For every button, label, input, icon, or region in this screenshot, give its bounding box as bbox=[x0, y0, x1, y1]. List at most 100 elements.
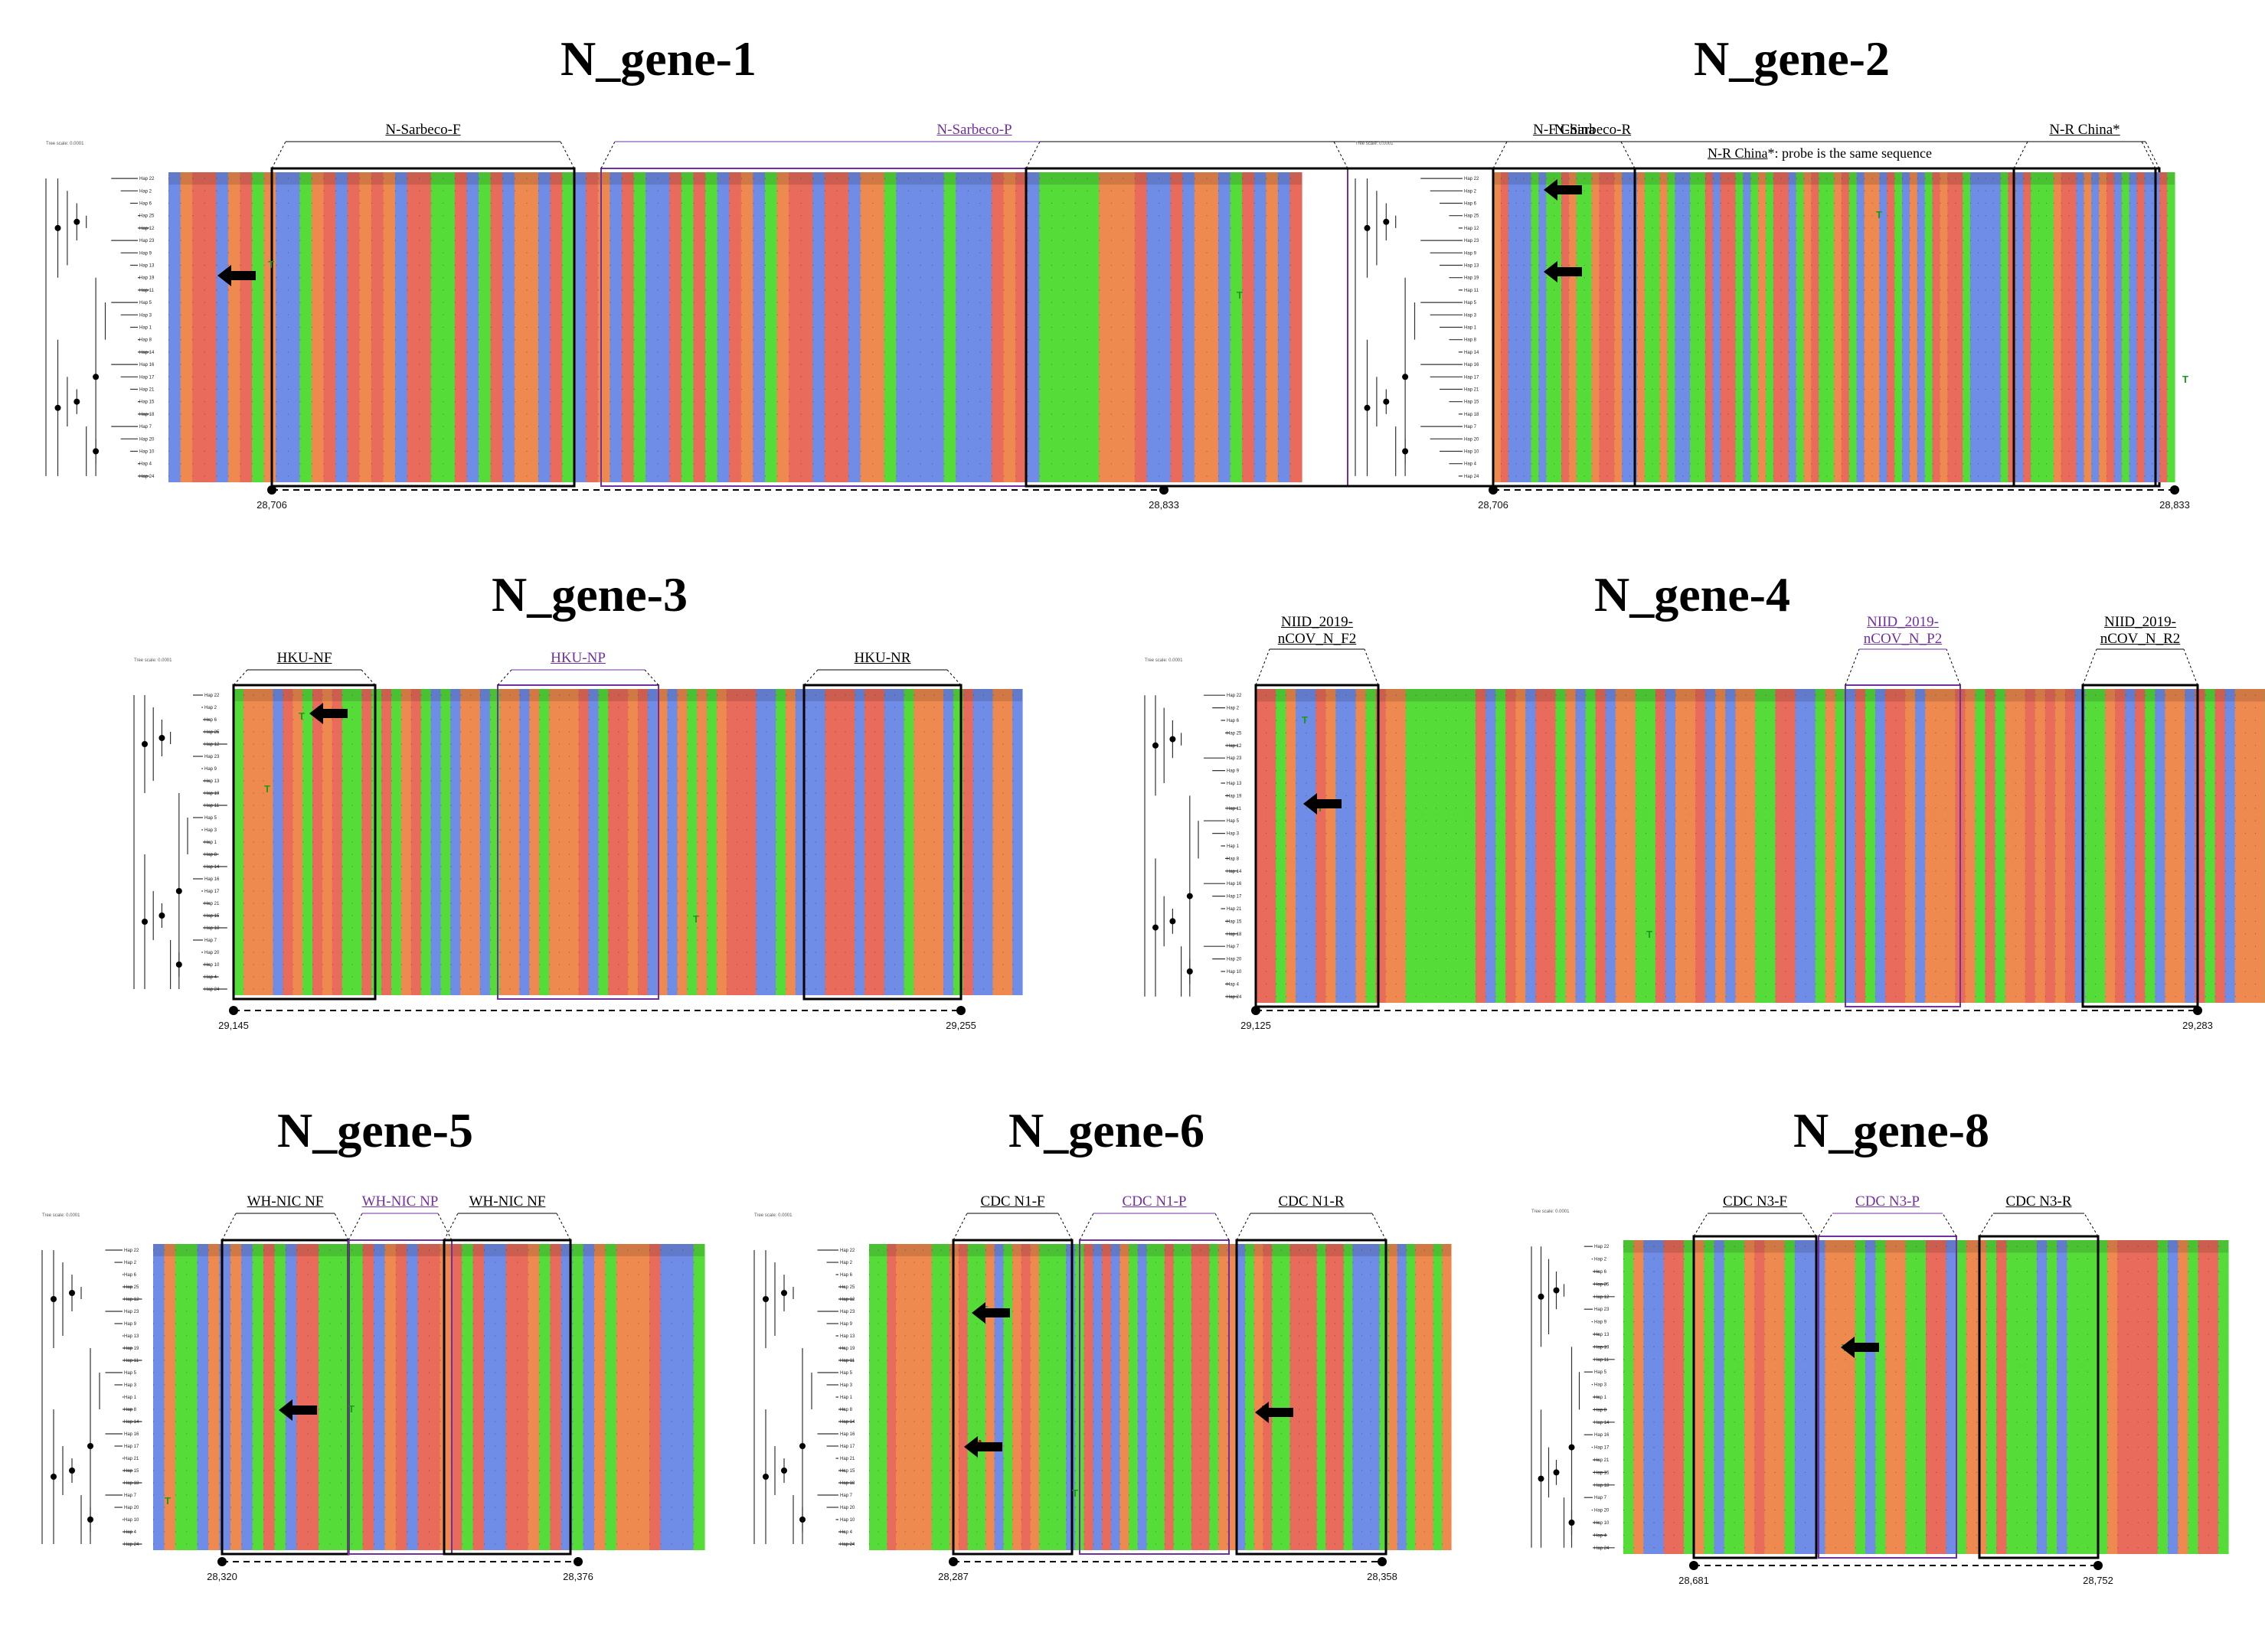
alignment-column bbox=[1845, 1240, 1856, 1554]
alignment-column bbox=[1785, 689, 1796, 1003]
haplotype-label: Hap 6 bbox=[1464, 202, 1477, 207]
alignment-column bbox=[252, 172, 265, 482]
start-marker bbox=[217, 1557, 227, 1566]
alignment-column bbox=[470, 689, 481, 995]
alignment-column bbox=[1575, 689, 1587, 1003]
alignment-column bbox=[1885, 1240, 1897, 1554]
alignment-graphic: Hap 22 Hap 2 Hap 6 Hap 25 Hap 12 Hap 23 Hap 9 H… bbox=[1144, 648, 2265, 1015]
haplotype-label: Hap 25 bbox=[204, 730, 220, 735]
phylogenetic-tree bbox=[1144, 694, 1238, 997]
haplotype-label: Hap 2 bbox=[1464, 189, 1477, 194]
haplotype-label: Hap 8 bbox=[204, 853, 217, 857]
haplotype-label: Hap 18 bbox=[1594, 1484, 1610, 1488]
alignment-column bbox=[1924, 172, 1933, 482]
haplotype-label: Hap 5 bbox=[204, 816, 217, 821]
alignment-column bbox=[896, 1244, 906, 1550]
alignment-column bbox=[466, 172, 479, 482]
haplotype-label: Hap 4 bbox=[1464, 462, 1477, 467]
alignment-column bbox=[502, 172, 515, 482]
alignment-column bbox=[598, 689, 609, 995]
alignment-column bbox=[1635, 689, 1646, 1003]
alignment-column bbox=[583, 1244, 595, 1550]
alignment-column bbox=[1433, 1244, 1443, 1550]
start-marker bbox=[1489, 485, 1498, 495]
alignment-column bbox=[1493, 172, 1502, 482]
alignment-column bbox=[186, 1244, 198, 1550]
panel-n-gene-8: N_gene-8 Tree scale: 0.0001 Hap 22 Hap 2 Hap… bbox=[1524, 1087, 2259, 1638]
alignment-column bbox=[420, 689, 432, 995]
alignment-column bbox=[1230, 172, 1243, 482]
bootstrap-node bbox=[1169, 736, 1176, 743]
alignment-column bbox=[1623, 1240, 1634, 1554]
haplotype-label: Hap 10 bbox=[1594, 1521, 1610, 1526]
alignment-column bbox=[361, 689, 372, 995]
haplotype-label: Hap 16 bbox=[1227, 882, 1242, 886]
panel-n-gene-2: N_gene-2 Tree scale: 0.0001 Hap 22 Hap 2 Hap… bbox=[1340, 15, 2244, 511]
haplotype-label: Hap 23 bbox=[1594, 1308, 1610, 1312]
bootstrap-node bbox=[87, 1517, 93, 1523]
alignment-column bbox=[789, 172, 802, 482]
alignment-column bbox=[2087, 1240, 2098, 1554]
haplotype-label: Hap 23 bbox=[1227, 756, 1242, 761]
alignment-column bbox=[400, 689, 412, 995]
haplotype-label: Hap 15 bbox=[1594, 1471, 1610, 1475]
bootstrap-node bbox=[1383, 398, 1390, 405]
alignment-column bbox=[342, 689, 353, 995]
start-coordinate: 28,287 bbox=[938, 1571, 969, 1582]
alignment-column bbox=[1694, 1240, 1704, 1554]
alignment-column bbox=[2117, 1240, 2128, 1554]
alignment-column bbox=[216, 172, 229, 482]
alignment-column bbox=[1764, 1240, 1776, 1554]
haplotype-label: Hap 18 bbox=[1227, 932, 1242, 937]
alignment-column bbox=[450, 1244, 462, 1550]
alignment-column bbox=[287, 172, 300, 482]
alignment-column bbox=[1698, 172, 1706, 482]
alignment-column bbox=[1218, 1244, 1228, 1550]
haplotype-label: Hap 18 bbox=[139, 413, 155, 417]
mutation-marker: T bbox=[1876, 209, 1882, 220]
alignment-column bbox=[1277, 172, 1291, 482]
alignment-column bbox=[1932, 172, 1941, 482]
alignment-column bbox=[2015, 689, 2026, 1003]
alignment-columns bbox=[153, 1244, 705, 1550]
alignment-column bbox=[1985, 689, 1996, 1003]
alignment-column bbox=[517, 1244, 529, 1550]
bootstrap-node bbox=[54, 224, 61, 231]
alignment-column bbox=[884, 689, 895, 995]
alignment-column bbox=[1755, 689, 1767, 1003]
alignment-column bbox=[2234, 689, 2246, 1003]
alignment-column bbox=[766, 689, 776, 995]
consensus-row bbox=[234, 689, 1022, 701]
alignment-column bbox=[874, 689, 885, 995]
alignment-column bbox=[1874, 689, 1886, 1003]
alignment-column bbox=[204, 172, 217, 482]
alignment-column bbox=[597, 172, 611, 482]
alignment-column bbox=[2005, 689, 2016, 1003]
alignment-column bbox=[1063, 172, 1076, 482]
alignment-column bbox=[1123, 172, 1136, 482]
haplotype-label: Hap 11 bbox=[1227, 807, 1242, 811]
haplotype-label: Hap 13 bbox=[1594, 1333, 1610, 1337]
alignment-column bbox=[1735, 172, 1744, 482]
end-coordinate: 28,833 bbox=[1149, 499, 1179, 511]
alignment-column bbox=[323, 172, 336, 482]
alignment-column bbox=[2115, 689, 2126, 1003]
haplotype-label: Hap 21 bbox=[204, 902, 220, 906]
haplotype-label: Hap 11 bbox=[1464, 289, 1479, 293]
alignment-column bbox=[717, 172, 730, 482]
alignment-column bbox=[1039, 1244, 1049, 1550]
haplotype-label: Hap 21 bbox=[124, 1457, 139, 1461]
alignment-column bbox=[1280, 1244, 1291, 1550]
alignment-column bbox=[419, 172, 432, 482]
alignment-column bbox=[440, 1244, 452, 1550]
primer-box bbox=[1235, 1239, 1387, 1556]
alignment-column bbox=[2054, 689, 2066, 1003]
alignment-column bbox=[805, 689, 816, 995]
alignment-column bbox=[2159, 172, 2168, 482]
haplotype-label: Hap 1 bbox=[204, 841, 217, 845]
haplotype-label: Hap 3 bbox=[204, 828, 217, 833]
alignment-column bbox=[311, 172, 325, 482]
mutation-marker: T bbox=[165, 1495, 171, 1507]
alignment-column bbox=[1871, 172, 1880, 482]
alignment-column bbox=[568, 689, 580, 995]
